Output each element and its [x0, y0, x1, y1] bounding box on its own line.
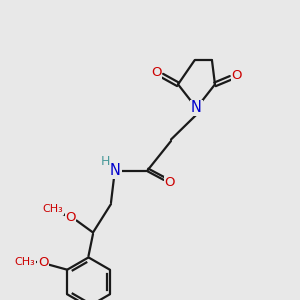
Text: CH₃: CH₃	[15, 257, 36, 267]
Text: O: O	[38, 256, 48, 269]
Text: O: O	[151, 66, 162, 79]
Text: O: O	[65, 211, 76, 224]
Text: N: N	[110, 164, 121, 178]
Text: CH₃: CH₃	[43, 204, 64, 214]
Text: O: O	[231, 69, 242, 82]
Text: N: N	[191, 100, 202, 116]
Text: O: O	[164, 176, 175, 190]
Text: H: H	[101, 155, 111, 168]
